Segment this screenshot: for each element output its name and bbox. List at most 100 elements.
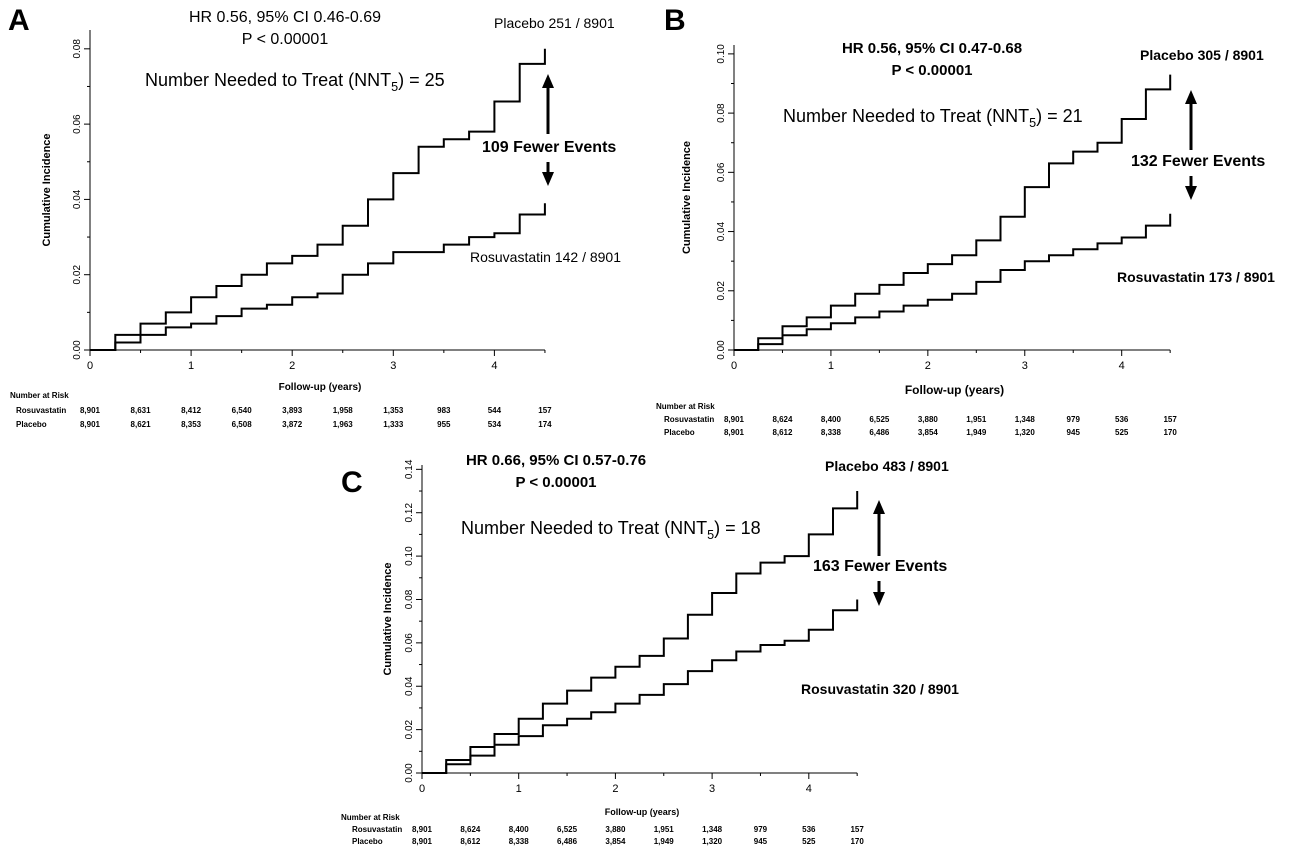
risk-table-cell: 534 <box>488 420 502 429</box>
risk-table-cell: 1,320 <box>1015 428 1036 437</box>
y-tick-label: 0.00 <box>716 340 727 360</box>
risk-table-cell: 170 <box>1163 428 1177 437</box>
risk-table-cell: 955 <box>437 420 451 429</box>
risk-table-cell: 983 <box>437 406 451 415</box>
risk-table-cell: 1,951 <box>966 415 987 424</box>
risk-table-cell: 157 <box>1163 415 1177 424</box>
risk-table-cell: 525 <box>1115 428 1129 437</box>
y-tick-label: 0.00 <box>404 763 415 783</box>
risk-table-cell: 174 <box>538 420 552 429</box>
y-tick-label: 0.06 <box>404 633 415 653</box>
risk-table-cell: 6,508 <box>232 420 253 429</box>
risk-table-header: Number at Risk <box>656 402 715 411</box>
risk-table-cell: 1,949 <box>654 837 675 846</box>
y-tick-label: 0.06 <box>72 114 83 134</box>
y-tick-label: 0.08 <box>404 589 415 609</box>
risk-table-cell: 3,854 <box>918 428 939 437</box>
risk-table-cell: 3,854 <box>605 837 626 846</box>
y-tick-label: 0.04 <box>716 221 727 241</box>
risk-row-label-rosuvastatin: Rosuvastatin <box>16 406 66 415</box>
panel-letter: C <box>341 466 363 499</box>
risk-table-cell: 979 <box>754 825 768 834</box>
arrow-up-head <box>1185 90 1197 104</box>
risk-table-cell: 8,353 <box>181 420 202 429</box>
risk-table-cell: 525 <box>802 837 816 846</box>
difference-arrow <box>542 74 554 186</box>
y-tick-label: 0.14 <box>404 459 415 479</box>
y-tick-label: 0.10 <box>404 546 415 566</box>
panel-title: HR 0.56, 95% CI 0.46-0.69 <box>189 9 381 26</box>
fewer-events-annotation: 132 Fewer Events <box>1131 153 1265 170</box>
series-line-placebo <box>90 48 546 351</box>
difference-arrow <box>1185 90 1197 200</box>
x-tick-label: 3 <box>390 360 396 372</box>
x-tick-label: 4 <box>806 783 812 795</box>
panel-c: C 0.00 0.02 0.04 0.06 0.08 0.10 0.12 0.14 0 1 2 3 4 Cu… <box>341 452 959 846</box>
risk-table-cell: 1,951 <box>654 825 675 834</box>
risk-table-cell: 1,353 <box>383 406 404 415</box>
fewer-events-annotation: 109 Fewer Events <box>482 139 616 156</box>
risk-table-cell: 6,525 <box>869 415 890 424</box>
y-tick-label: 0.12 <box>404 503 415 523</box>
risk-table-cell: 8,338 <box>509 837 530 846</box>
x-axis-title: Follow-up (years) <box>279 382 362 393</box>
series-line-rosuvastatin <box>90 203 546 351</box>
panel-title: HR 0.66, 95% CI 0.57-0.76 <box>466 452 646 469</box>
risk-table-cell: 8,612 <box>772 428 793 437</box>
arrow-down-head <box>1185 186 1197 200</box>
risk-table-cell: 1,958 <box>333 406 354 415</box>
risk-row-label-placebo: Placebo <box>664 428 695 437</box>
risk-table-cell: 1,348 <box>702 825 723 834</box>
y-tick-label: 0.04 <box>72 189 83 209</box>
risk-table-cell: 1,949 <box>966 428 987 437</box>
panel-a: A 0.00 0.02 0.04 0.06 0.08 0 1 2 3 4 Cumulative Inc… <box>8 4 621 429</box>
risk-table-cell: 1,963 <box>333 420 354 429</box>
nnt-annotation: Number Needed to Treat (NNT5) = 25 <box>145 70 445 94</box>
series-line-rosuvastatin <box>734 213 1172 351</box>
panel-letter: B <box>664 4 686 37</box>
arrow-down-head <box>542 172 554 186</box>
risk-table-header: Number at Risk <box>10 391 69 400</box>
series-line-rosuvastatin <box>422 599 859 774</box>
y-tick-label: 0.08 <box>72 39 83 59</box>
panel-subtitle: P < 0.00001 <box>242 31 329 48</box>
x-tick-label: 4 <box>491 360 497 372</box>
y-tick-label: 0.10 <box>716 44 727 64</box>
x-tick-label: 0 <box>419 783 425 795</box>
risk-table-cell: 544 <box>488 406 502 415</box>
risk-table-cell: 945 <box>754 837 768 846</box>
y-tick-label: 0.02 <box>716 281 727 301</box>
y-tick-label: 0.06 <box>716 162 727 182</box>
y-tick-label: 0.08 <box>716 103 727 123</box>
x-tick-label: 3 <box>709 783 715 795</box>
risk-table-cell: 1,348 <box>1015 415 1036 424</box>
panel-letter: A <box>8 4 30 37</box>
risk-table-cell: 8,901 <box>724 428 745 437</box>
risk-table-cell: 8,412 <box>181 406 202 415</box>
risk-table-cell: 3,872 <box>282 420 303 429</box>
risk-row-label-rosuvastatin: Rosuvastatin <box>352 825 402 834</box>
risk-table-cell: 157 <box>538 406 552 415</box>
panel-b: B 0.00 0.02 0.04 0.06 0.08 0.10 0 1 2 3 4 Cumulative… <box>656 4 1275 437</box>
x-tick-label: 1 <box>188 360 194 372</box>
x-tick-label: 1 <box>828 360 834 372</box>
difference-arrow <box>873 500 885 606</box>
risk-table-cell: 3,880 <box>605 825 626 834</box>
y-tick-label: 0.04 <box>404 676 415 696</box>
risk-table-cell: 3,893 <box>282 406 303 415</box>
nnt-annotation: Number Needed to Treat (NNT5) = 21 <box>783 106 1083 130</box>
series-label-rosuvastatin: Rosuvastatin 320 / 8901 <box>801 681 959 697</box>
x-tick-label: 0 <box>731 360 737 372</box>
y-tick-label: 0.02 <box>404 719 415 739</box>
risk-table-cell: 8,901 <box>412 837 433 846</box>
risk-table-cell: 536 <box>1115 415 1129 424</box>
arrow-up-head <box>542 74 554 88</box>
x-tick-label: 4 <box>1119 360 1125 372</box>
series-line-placebo <box>734 74 1172 351</box>
x-tick-label: 3 <box>1022 360 1028 372</box>
series-label-placebo: Placebo 483 / 8901 <box>825 458 949 474</box>
risk-table-cell: 1,320 <box>702 837 723 846</box>
series-label-placebo: Placebo 305 / 8901 <box>1140 47 1264 63</box>
series-label-rosuvastatin: Rosuvastatin 142 / 8901 <box>470 249 621 265</box>
